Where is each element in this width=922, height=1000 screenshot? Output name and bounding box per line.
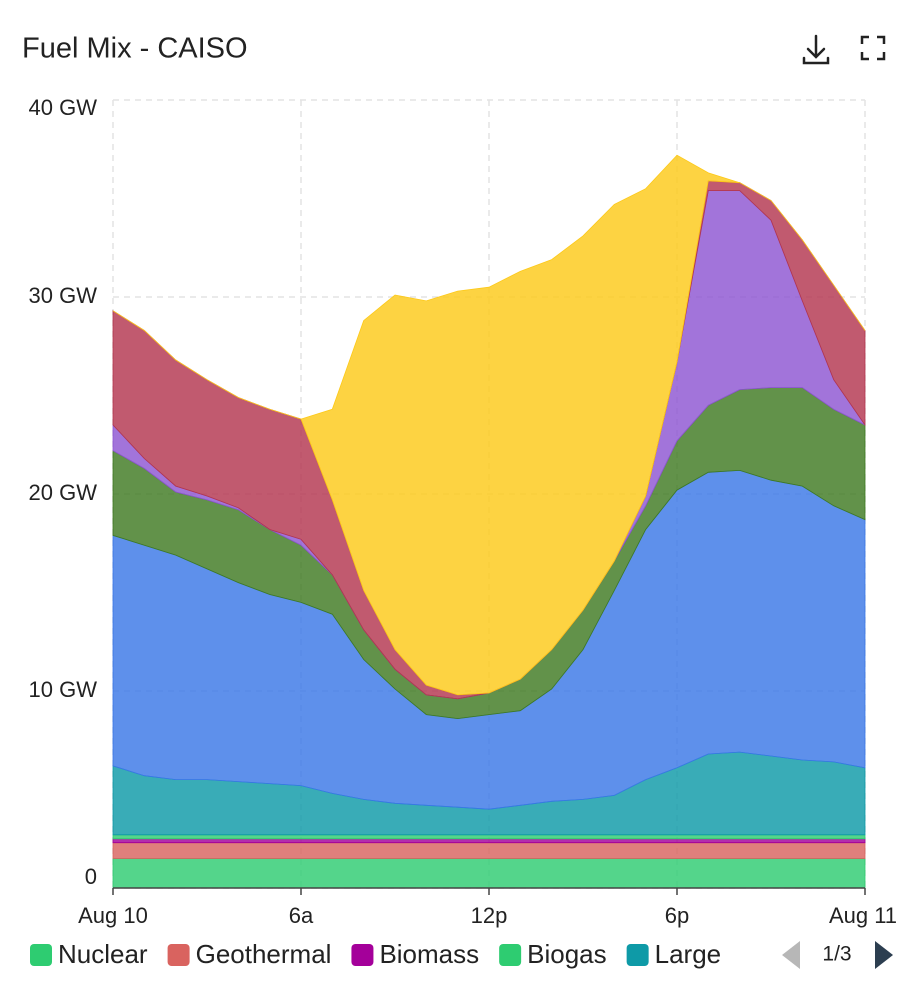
area [112, 842, 866, 859]
legend-label: Nuclear [58, 939, 148, 969]
legend-label: Biogas [527, 939, 607, 969]
y-tick-label: 40 GW [29, 95, 98, 120]
legend-swatch [626, 944, 649, 966]
x-tick-label: 6p [665, 903, 689, 928]
legend-swatch [499, 944, 522, 966]
chart-title: Fuel Mix - CAISO [22, 33, 248, 65]
x-tick-label: 6a [289, 903, 314, 928]
legend-label: Large [655, 939, 722, 969]
legend-next[interactable] [875, 941, 893, 969]
area [112, 834, 866, 840]
plot-area: 0 10 GW 20 GW 30 GW 40 GW Aug 10 6a 12p 6p Aug 11 [29, 95, 898, 928]
fullscreen-icon[interactable] [860, 35, 886, 61]
legend: Nuclear Geothermal Biomass Biogas Large [30, 939, 721, 969]
legend-page: 1/3 [822, 943, 851, 966]
area [112, 858, 866, 889]
x-tick-label: 12p [471, 903, 508, 928]
legend-prev[interactable] [782, 941, 800, 969]
legend-swatch [167, 944, 190, 966]
legend-label: Geothermal [196, 939, 332, 969]
area [112, 154, 866, 696]
y-tick-label: 30 GW [29, 283, 98, 308]
legend-label: Biomass [379, 939, 479, 969]
download-icon[interactable] [802, 34, 830, 65]
legend-swatch [351, 944, 374, 966]
x-tick-label: Aug 10 [78, 903, 148, 928]
y-tick-label: 10 GW [29, 677, 98, 702]
y-tick-label: 20 GW [29, 480, 98, 505]
y-tick-label: 0 [85, 864, 97, 889]
area [112, 838, 866, 844]
x-tick-label: Aug 11 [829, 903, 897, 928]
legend-swatch [30, 944, 52, 966]
